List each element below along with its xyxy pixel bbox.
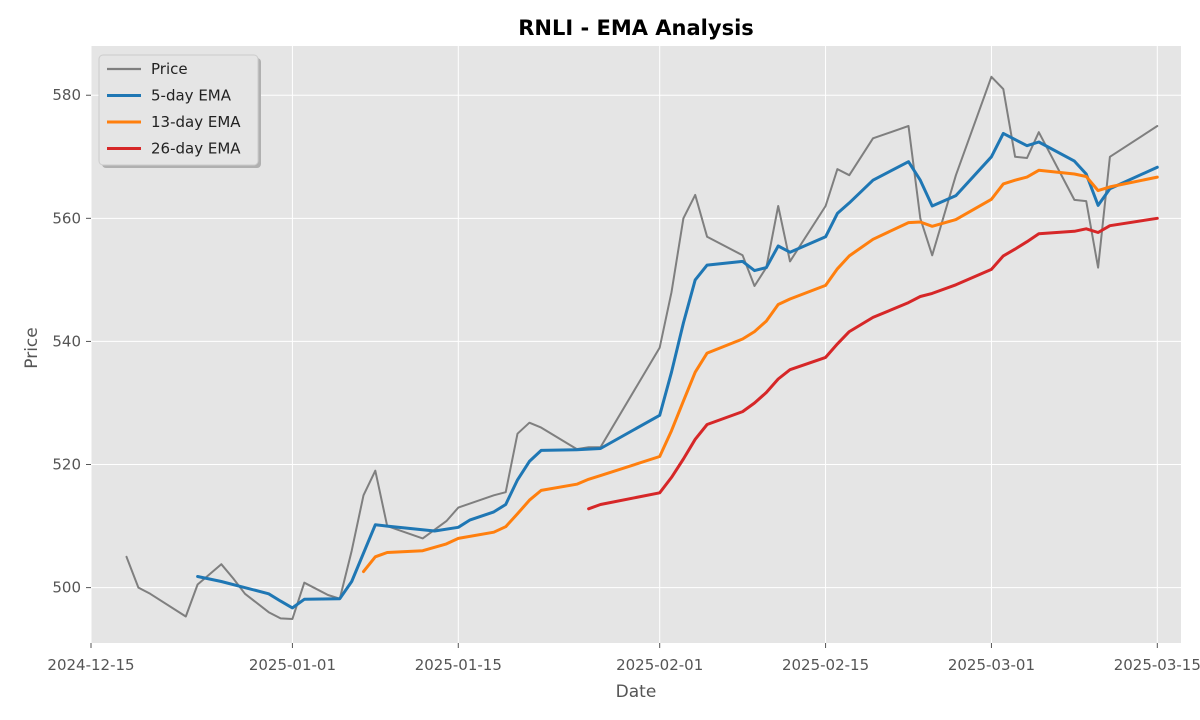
tick-layer: 500 520 540 560 580 2024-12-15 2025-01-01 2025-… — [47, 86, 1200, 674]
legend-box — [98, 54, 259, 166]
series-line-26-day-ema — [587, 216, 1159, 511]
x-tick-label: 2025-03-15 — [1114, 656, 1200, 674]
x-tick-label: 2025-02-15 — [782, 656, 869, 674]
series-line-13-day-ema — [362, 168, 1159, 574]
chart-title: RNLI - EMA Analysis — [518, 16, 754, 40]
y-tick-label: 560 — [52, 209, 81, 227]
grid-layer — [90, 46, 1181, 643]
x-tick-label: 2024-12-15 — [47, 656, 134, 674]
y-tick-label: 540 — [52, 332, 81, 350]
legend-label-26-day-ema: 26-day EMA — [151, 140, 241, 158]
y-tick-label: 500 — [52, 579, 81, 597]
y-tick-label: 580 — [52, 86, 81, 104]
series-layer — [125, 75, 1159, 620]
x-tick-label: 2025-01-15 — [415, 656, 502, 674]
x-axis-label: Date — [616, 682, 657, 702]
y-tick-label: 520 — [52, 456, 81, 474]
legend: Price 5-day EMA 13-day EMA 26-day EMA — [98, 54, 261, 168]
x-tick-label: 2025-02-01 — [616, 656, 703, 674]
legend-label-price: Price — [151, 60, 188, 78]
series-line-5-day-ema — [196, 131, 1159, 610]
x-tick-label: 2025-03-01 — [948, 656, 1035, 674]
y-axis-label: Price — [22, 327, 42, 368]
plot-area — [91, 46, 1181, 643]
legend-label-13-day-ema: 13-day EMA — [151, 113, 241, 131]
legend-label-5-day-ema: 5-day EMA — [151, 87, 232, 105]
x-tick-label: 2025-01-01 — [249, 656, 336, 674]
